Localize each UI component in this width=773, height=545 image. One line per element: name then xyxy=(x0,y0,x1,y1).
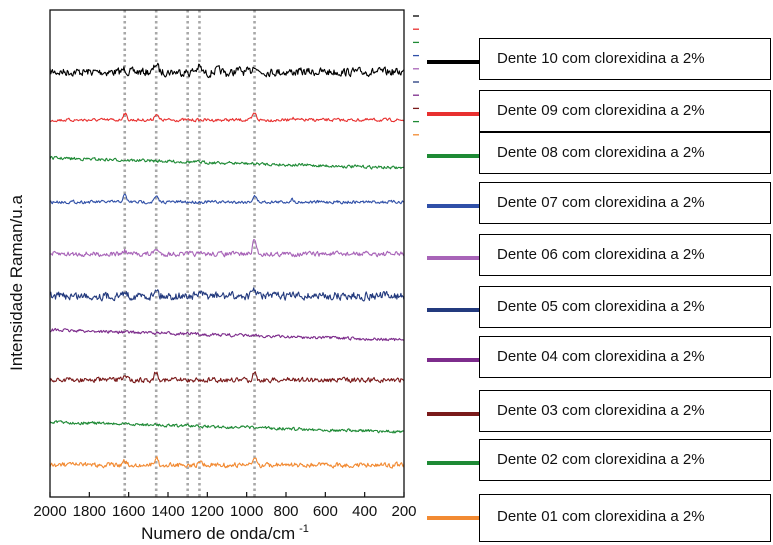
series-line-4 xyxy=(49,327,405,342)
x-axis-ticks: 2000 1800 1600 1400 1200 1000 800 600 400 200 xyxy=(33,492,417,520)
legend-entry-label: Dente 03 com clorexidina a 2% xyxy=(497,402,705,419)
series-line-10 xyxy=(49,62,405,79)
x-tick-label: 1800 xyxy=(73,503,106,520)
series-line-9 xyxy=(49,112,405,123)
x-tick-label: 1400 xyxy=(151,503,184,520)
x-tick-label: 400 xyxy=(352,503,377,520)
x-tick-label: 200 xyxy=(391,503,416,520)
series-line-8 xyxy=(49,155,405,170)
legend-entry: Dente 08 com clorexidina a 2% xyxy=(479,132,771,174)
legend-entry-label: Dente 04 com clorexidina a 2% xyxy=(497,348,705,365)
x-tick-label: 1000 xyxy=(230,503,263,520)
x-tick-label: 2000 xyxy=(33,503,66,520)
x-axis-title-text: Numero de onda/cm xyxy=(141,524,295,543)
legend-entry-label: Dente 10 com clorexidina a 2% xyxy=(497,50,705,67)
x-axis-title-superscript: -1 xyxy=(299,523,309,535)
series-line-6 xyxy=(49,239,405,258)
x-tick-label: 600 xyxy=(313,503,338,520)
legend-entry-label: Dente 07 com clorexidina a 2% xyxy=(497,194,705,211)
legend-entry-label: Dente 02 com clorexidina a 2% xyxy=(497,451,705,468)
legend-entry: Dente 07 com clorexidina a 2% xyxy=(479,182,771,224)
series-line-2 xyxy=(49,420,405,434)
legend-entry-label: Dente 01 com clorexidina a 2% xyxy=(497,508,705,525)
legend-entry: Dente 05 com clorexidina a 2% xyxy=(479,286,771,328)
legend-entry-label: Dente 06 com clorexidina a 2% xyxy=(497,246,705,263)
series-line-1 xyxy=(49,456,405,469)
series-line-7 xyxy=(49,193,405,205)
x-tick-label: 1200 xyxy=(191,503,224,520)
legend-entry: Dente 06 com clorexidina a 2% xyxy=(479,234,771,276)
x-tick-label: 800 xyxy=(273,503,298,520)
y-axis-title: Intensidade Raman/u.a xyxy=(7,195,26,371)
legend-entry: Dente 09 com clorexidina a 2% xyxy=(479,90,771,132)
right-edge-color-ticks xyxy=(413,15,419,136)
legend-entry: Dente 01 com clorexidina a 2% xyxy=(479,494,771,542)
legend-entry: Dente 02 com clorexidina a 2% xyxy=(479,439,771,481)
spectra-series xyxy=(49,62,405,469)
plot-frame xyxy=(49,9,405,498)
legend-entry-label: Dente 08 com clorexidina a 2% xyxy=(497,144,705,161)
legend-color-marks xyxy=(427,60,479,520)
legend-entry-label: Dente 05 com clorexidina a 2% xyxy=(497,298,705,315)
legend-entry: Dente 04 com clorexidina a 2% xyxy=(479,336,771,378)
x-tick-label: 1600 xyxy=(112,503,145,520)
series-line-3 xyxy=(49,371,405,384)
legend-entry: Dente 03 com clorexidina a 2% xyxy=(479,390,771,432)
legend-entry: Dente 10 com clorexidina a 2% xyxy=(479,38,771,80)
x-axis-title: Numero de onda/cm -1 xyxy=(141,523,309,543)
series-line-5 xyxy=(49,287,405,302)
legend-entry-label: Dente 09 com clorexidina a 2% xyxy=(497,102,705,119)
